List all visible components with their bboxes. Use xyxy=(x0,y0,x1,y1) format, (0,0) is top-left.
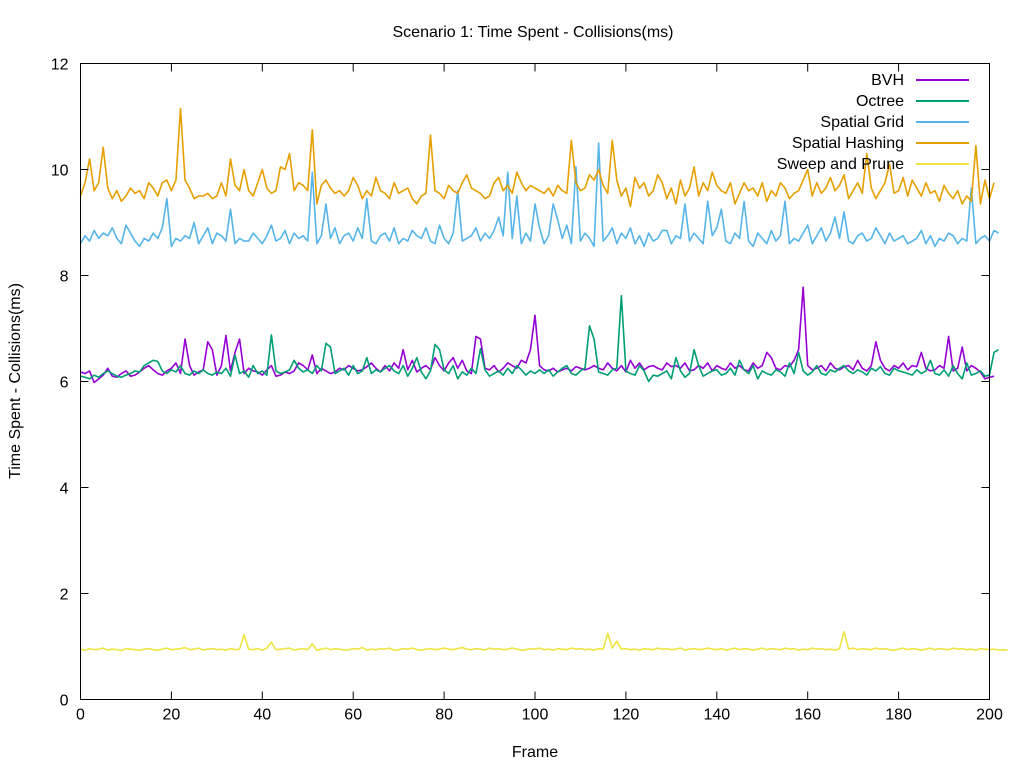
y-tick-label: 12 xyxy=(51,57,69,74)
y-tick-label: 6 xyxy=(60,375,69,392)
x-tick-label: 120 xyxy=(613,707,640,724)
x-tick-label: 140 xyxy=(703,707,730,724)
x-tick-label: 160 xyxy=(794,707,821,724)
legend-label-sweep-and-prune: Sweep and Prune xyxy=(777,156,904,173)
x-axis-label: Frame xyxy=(512,744,558,761)
legend-label-spatial-grid: Spatial Grid xyxy=(820,114,904,131)
y-tick-label: 8 xyxy=(60,269,69,286)
y-tick-label: 0 xyxy=(60,693,69,710)
series-layer xyxy=(79,107,1008,652)
series-line-spatial-hashing xyxy=(79,107,995,208)
x-tick-label: 100 xyxy=(522,707,549,724)
y-tick-label: 10 xyxy=(51,163,69,180)
y-tick-label: 4 xyxy=(60,481,69,498)
series-line-octree xyxy=(80,294,999,383)
legend-label-bvh: BVH xyxy=(871,72,904,89)
x-tick-label: 60 xyxy=(344,707,362,724)
x-tick-label: 200 xyxy=(976,707,1003,724)
series-line-bvh xyxy=(80,286,995,384)
y-axis-label: Time Spent - Collisions(ms) xyxy=(7,283,24,479)
ticks-layer: 0 20 40 60 80 100 120 140 160 180 200 0 2 4 6 8 10 12 xyxy=(51,57,1003,724)
x-tick-label: 80 xyxy=(435,707,453,724)
x-tick-label: 40 xyxy=(253,707,271,724)
legend: BVH Octree Spatial Grid Spatial Hashing Swee… xyxy=(777,72,969,173)
series-line-spatial-grid xyxy=(79,142,999,248)
x-tick-label: 20 xyxy=(163,707,181,724)
x-tick-label: 0 xyxy=(76,707,85,724)
y-tick-label: 2 xyxy=(60,587,69,604)
series-line-sweep-and-prune xyxy=(80,630,1008,652)
chart-title: Scenario 1: Time Spent - Collisions(ms) xyxy=(393,24,674,41)
x-tick-label: 180 xyxy=(885,707,912,724)
legend-label-octree: Octree xyxy=(856,93,904,110)
plot-frame xyxy=(80,63,990,700)
legend-label-spatial-hashing: Spatial Hashing xyxy=(792,135,904,152)
